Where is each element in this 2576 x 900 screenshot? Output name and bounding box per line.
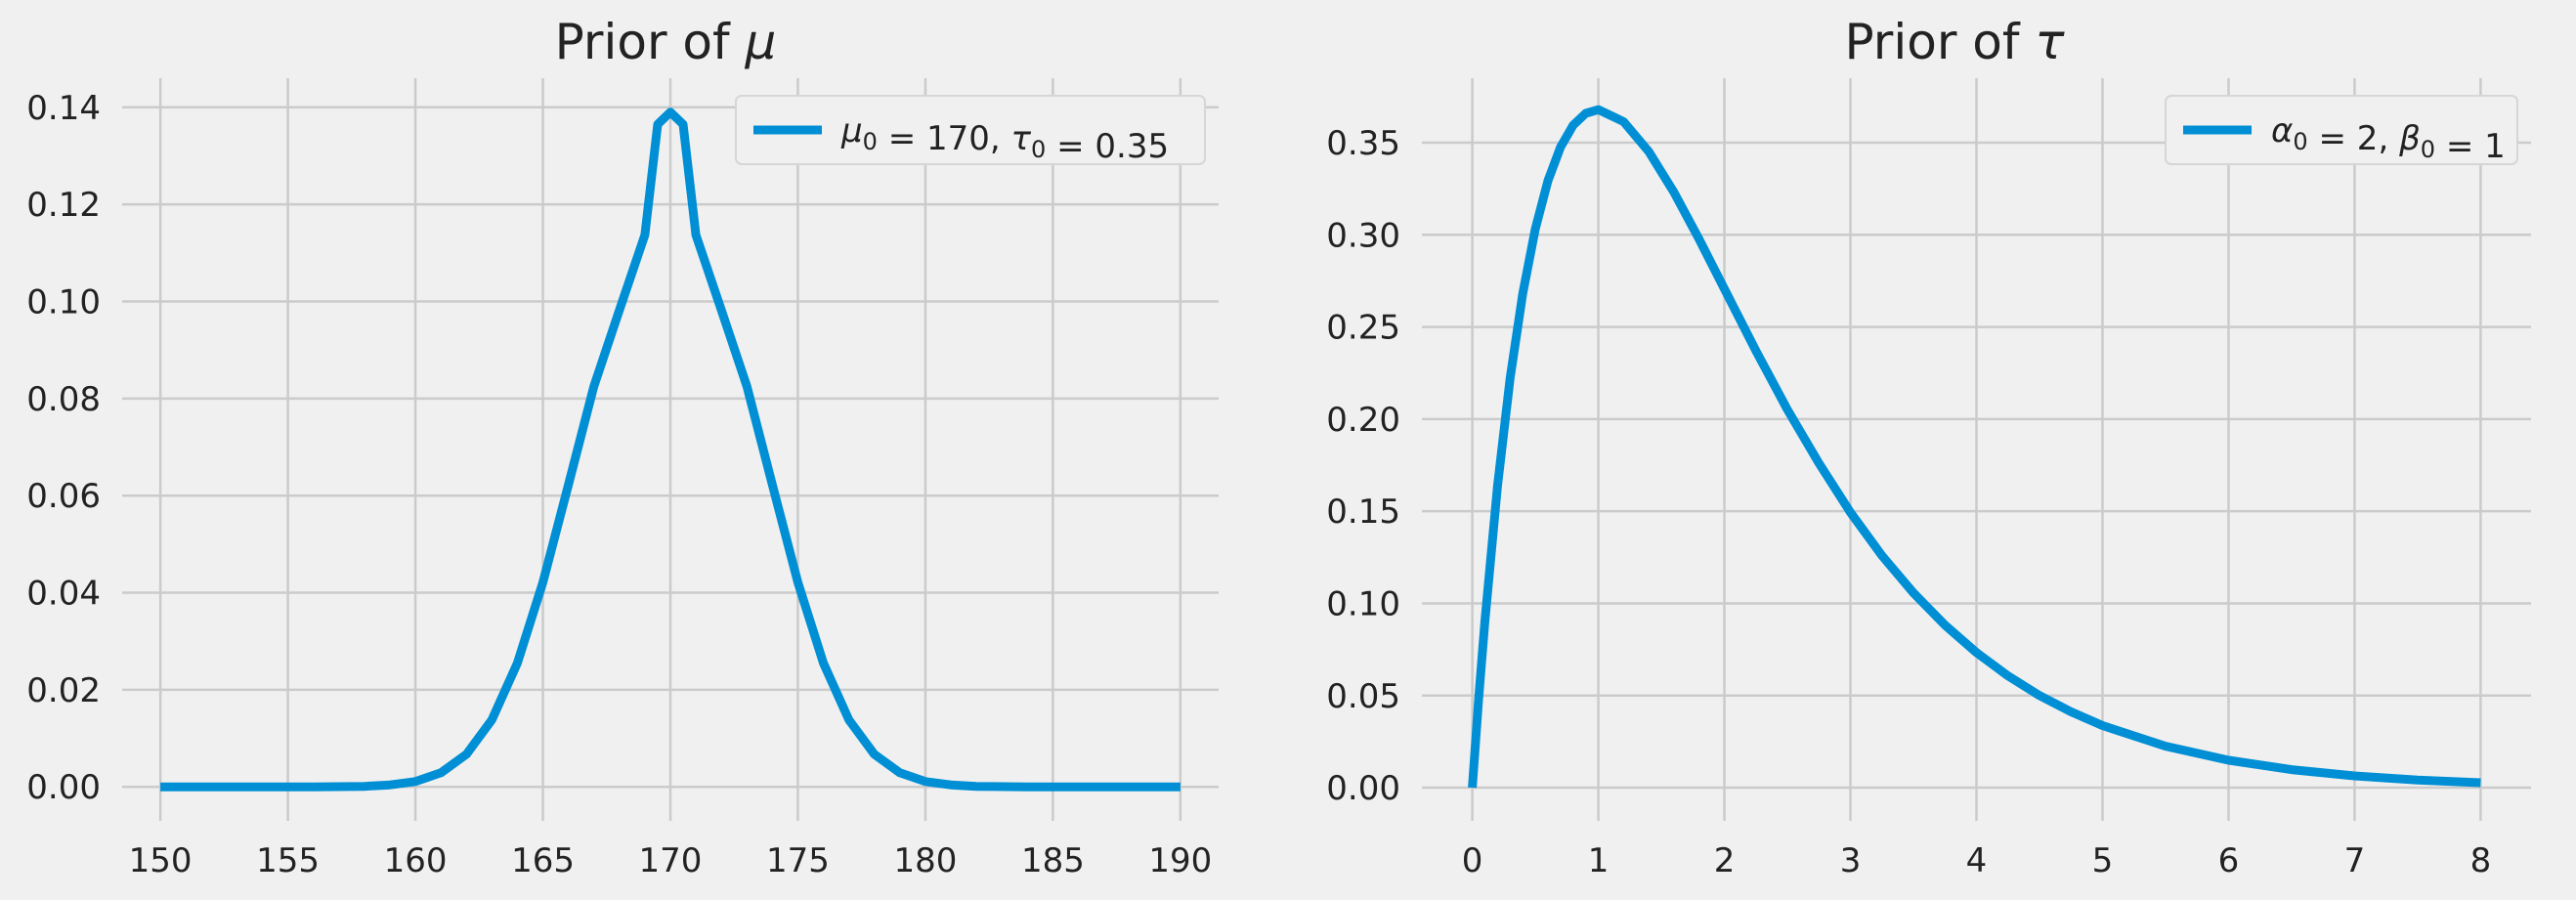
- mu-y-tick-label: 0.06: [26, 477, 101, 516]
- tau-y-tick-label: 0.20: [1326, 401, 1400, 440]
- tau-x-tick-label: 8: [2470, 841, 2492, 880]
- mu-y-tick-label: 0.08: [26, 380, 101, 419]
- mu-legend-box: [735, 95, 1206, 165]
- mu-y-tick-label: 0.10: [26, 282, 101, 321]
- tau-y-tick-label: 0.30: [1326, 216, 1400, 255]
- tau-prior-panel: Prior of τ 0 1 2 3 4 5 6 7 8 0.00 0.05 0.10 0.15 0.20…: [1326, 14, 2531, 880]
- mu-x-tick-label: 175: [766, 841, 830, 880]
- mu-x-tick-label: 170: [639, 841, 703, 880]
- mu-prior-panel: Prior of μ 150 155 160 165 170 175 180 185 190 0.…: [26, 14, 1219, 880]
- tau-legend: α0 = 2, β0 = 1: [2165, 95, 2518, 166]
- tau-density-line: [1468, 105, 2481, 789]
- tau-y-tick-label: 0.00: [1326, 769, 1400, 808]
- mu-legend: μ0 = 170, τ0 = 0.35: [735, 95, 1206, 166]
- mu-x-tick-label: 185: [1021, 841, 1085, 880]
- mu-y-tick-label: 0.04: [26, 575, 101, 614]
- mu-prior-title: Prior of μ: [555, 14, 777, 70]
- tau-y-tick-label: 0.10: [1326, 584, 1400, 623]
- tau-y-tick-label: 0.25: [1326, 309, 1400, 348]
- mu-x-tick-label: 150: [129, 841, 193, 880]
- tau-x-tick-label: 4: [1966, 841, 1988, 880]
- tau-prior-title: Prior of τ: [1845, 14, 2066, 70]
- tau-x-tick-label: 2: [1714, 841, 1736, 880]
- mu-x-tick-label: 155: [256, 841, 320, 880]
- tau-x-tick-label: 1: [1588, 841, 1610, 880]
- mu-density-line: [160, 107, 1181, 792]
- tau-legend-label: α0 = 2, β0 = 1: [2271, 111, 2506, 166]
- mu-x-tick-label: 165: [511, 841, 575, 880]
- tau-x-tick-label: 0: [1462, 841, 1483, 880]
- mu-y-tick-label: 0.12: [26, 186, 101, 225]
- tau-y-tick-label: 0.15: [1326, 493, 1400, 532]
- mu-y-tick-label: 0.02: [26, 671, 101, 710]
- mu-x-tick-label: 180: [893, 841, 957, 880]
- mu-x-tick-label: 160: [384, 841, 448, 880]
- mu-y-tick-label: 0.14: [26, 89, 101, 128]
- tau-x-tick-label: 5: [2092, 841, 2114, 880]
- tau-y-tick-label: 0.35: [1326, 124, 1400, 163]
- mu-legend-label: μ0 = 170, τ0 = 0.35: [840, 111, 1169, 166]
- tau-legend-box: [2165, 95, 2518, 165]
- tau-x-tick-label: 6: [2218, 841, 2240, 880]
- mu-y-tick-label: 0.00: [26, 768, 101, 807]
- tau-y-tick-label: 0.05: [1326, 677, 1400, 716]
- tau-x-tick-label: 7: [2344, 841, 2366, 880]
- tau-x-tick-label: 3: [1840, 841, 1862, 880]
- mu-x-tick-label: 190: [1148, 841, 1212, 880]
